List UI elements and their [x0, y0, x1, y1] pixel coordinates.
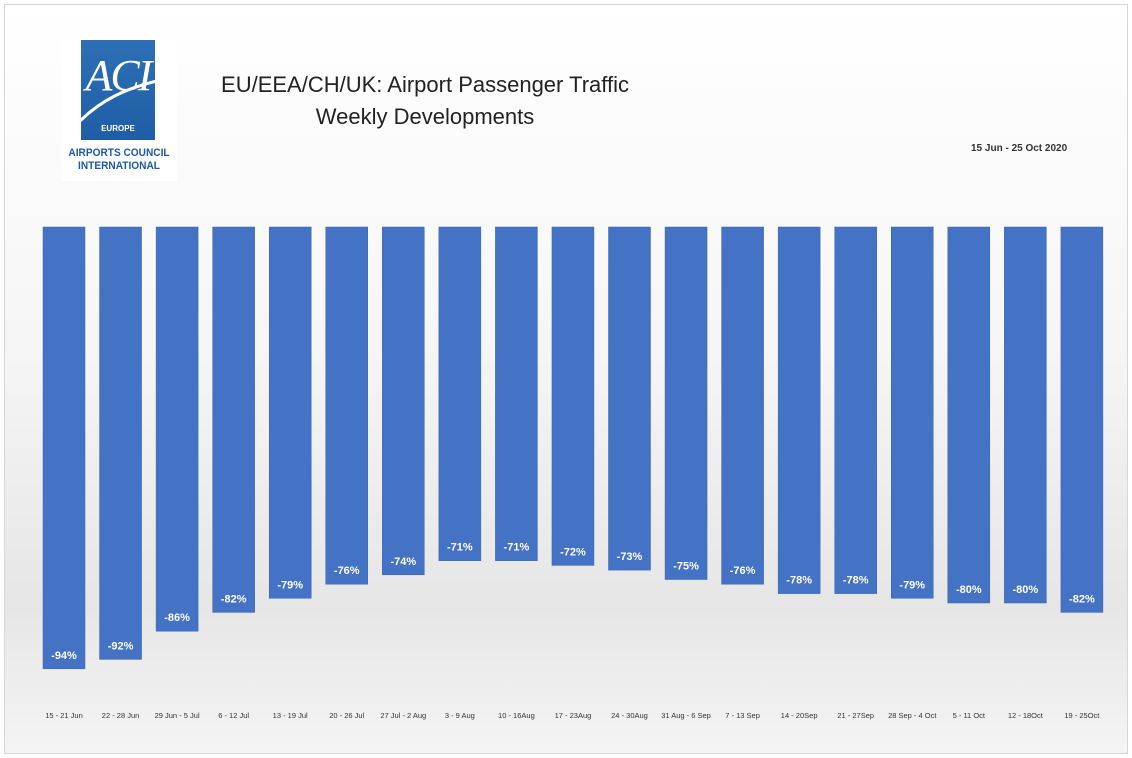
data-label-11: -75% [673, 561, 699, 573]
x-tick-label-17: 12 - 18Oct [1008, 711, 1044, 720]
bar-1 [99, 226, 142, 660]
bar-chart: -94% 15 - 21 Jun -92% 22 - 28 Jun -86% 29 Jun… [42, 226, 1104, 720]
chart-title-line2: Weekly Developments [315, 104, 535, 129]
data-label-9: -72% [560, 546, 586, 558]
x-tick-label-9: 17 - 23Aug [555, 711, 592, 720]
logo-swoosh-icon [81, 79, 155, 123]
data-label-6: -74% [390, 556, 416, 568]
logo-org-line1: AIRPORTS COUNCIL [68, 147, 170, 159]
x-tick-label-16: 5 - 11 Oct [953, 711, 986, 720]
x-tick-label-11: 31 Aug - 6 Sep [661, 711, 711, 720]
data-label-18: -82% [1069, 593, 1095, 605]
bar-2 [155, 226, 199, 632]
bar-5 [325, 226, 368, 585]
bar-12 [721, 226, 764, 585]
x-tick-label-7: 3 - 9 Aug [445, 711, 475, 720]
bar-18 [1060, 226, 1104, 613]
x-tick-label-2: 29 Jun - 5 Jul [155, 711, 200, 720]
bar-0 [42, 226, 86, 670]
data-label-0: -94% [51, 650, 77, 662]
x-tick-label-10: 24 - 30Aug [611, 711, 648, 720]
logo-letters: ACI [85, 51, 153, 100]
chart-title-line1: EU/EEA/CH/UK: Airport Passenger Traffic [221, 72, 629, 97]
bar-6 [382, 226, 425, 576]
x-tick-label-6: 27 Jul - 2 Aug [380, 711, 426, 720]
data-label-7: -71% [447, 542, 473, 554]
data-label-16: -80% [956, 584, 982, 596]
data-label-14: -78% [843, 575, 869, 587]
x-tick-label-1: 22 - 28 Jun [102, 711, 140, 720]
x-tick-label-0: 15 - 21 Jun [45, 711, 83, 720]
data-label-5: -76% [334, 565, 360, 577]
bar-4 [268, 226, 312, 599]
bar-11 [664, 226, 708, 580]
bar-17 [1004, 226, 1047, 604]
bar-13 [777, 226, 821, 594]
bar-14 [834, 226, 877, 594]
aci-logo: ACI EUROPE AIRPORTS COUNCIL INTERNATIONA… [61, 35, 177, 181]
date-range: 15 Jun - 25 Oct 2020 [971, 143, 1068, 154]
x-tick-label-18: 19 - 25Oct [1064, 711, 1100, 720]
data-label-2: -86% [164, 612, 190, 624]
x-tick-label-5: 20 - 26 Jul [329, 711, 364, 720]
data-label-4: -79% [277, 579, 303, 591]
bar-8 [495, 226, 538, 561]
bar-9 [551, 226, 595, 566]
bar-7 [438, 226, 482, 561]
data-label-10: -73% [617, 551, 643, 563]
logo-org-line2: INTERNATIONAL [78, 160, 160, 172]
data-label-13: -78% [786, 575, 812, 587]
logo-org-name: AIRPORTS COUNCIL INTERNATIONAL [66, 147, 173, 173]
chart-frame: ACI EUROPE AIRPORTS COUNCIL INTERNATIONA… [4, 4, 1128, 754]
x-tick-label-15: 28 Sep - 4 Oct [888, 711, 937, 720]
data-label-3: -82% [221, 593, 247, 605]
x-tick-label-14: 21 - 27Sep [837, 711, 874, 720]
data-label-8: -71% [504, 542, 530, 554]
data-label-12: -76% [730, 565, 756, 577]
aci-logo-mark: ACI EUROPE [81, 40, 155, 140]
x-tick-label-12: 7 - 13 Sep [725, 711, 760, 720]
bar-3 [212, 226, 255, 613]
data-label-15: -79% [899, 579, 925, 591]
bar-16 [947, 226, 991, 604]
chart-title: EU/EEA/CH/UK: Airport Passenger Traffic … [165, 69, 685, 133]
x-tick-label-8: 10 - 16Aug [498, 711, 535, 720]
x-tick-label-3: 6 - 12 Jul [218, 711, 249, 720]
x-tick-label-4: 13 - 19 Jul [273, 711, 308, 720]
data-label-17: -80% [1013, 584, 1039, 596]
logo-region: EUROPE [101, 124, 135, 133]
bar-15 [891, 226, 934, 599]
data-label-1: -92% [108, 640, 134, 652]
bar-10 [608, 226, 651, 571]
x-tick-label-13: 14 - 20Sep [781, 711, 818, 720]
